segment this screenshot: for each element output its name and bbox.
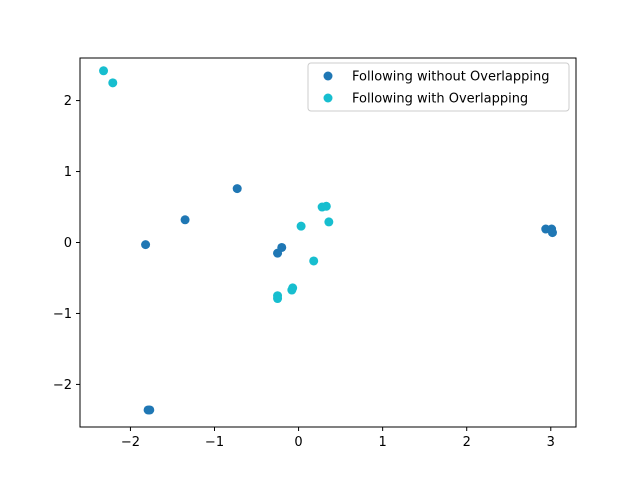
data-point-2-2 [108, 78, 118, 88]
x-axis: −2 −1 0 1 2 3 [121, 427, 555, 450]
x-tick-label-4: 1 [379, 435, 387, 450]
y-tick-label-3: 0 [64, 236, 72, 251]
y-tick-label-2: −1 [53, 307, 72, 322]
data-points [99, 66, 557, 415]
data-point-1-5 [277, 242, 287, 252]
x-tick-label-2: −1 [205, 435, 224, 450]
data-point-1-7 [145, 405, 155, 415]
legend-box [307, 62, 570, 112]
data-point-2-1 [99, 66, 109, 76]
y-tick-label-4: 1 [64, 165, 72, 180]
legend-marker-2 [323, 93, 333, 103]
y-axis: −2 −1 0 1 2 [53, 94, 80, 393]
data-point-2-6 [324, 217, 334, 227]
data-point-2-3 [296, 221, 306, 231]
data-point-1-2 [180, 215, 190, 225]
data-point-2-7 [309, 256, 319, 266]
legend: Following without Overlapping Following w… [307, 62, 570, 112]
x-tick-label-6: 3 [547, 435, 555, 450]
data-point-2-11 [273, 294, 283, 304]
x-tick-label-5: 2 [463, 435, 471, 450]
data-point-1-10 [547, 228, 557, 238]
legend-label-1: Following without Overlapping [352, 70, 549, 85]
data-point-2-9 [287, 285, 297, 295]
y-tick-label-5: 2 [64, 94, 72, 109]
y-tick-label-1: −2 [53, 378, 72, 393]
x-tick-label-3: 0 [294, 435, 302, 450]
data-point-1-1 [141, 240, 151, 250]
data-point-2-5 [321, 201, 331, 211]
x-tick-label-1: −2 [121, 435, 140, 450]
data-point-1-3 [232, 184, 242, 194]
legend-marker-1 [323, 71, 333, 81]
legend-label-2: Following with Overlapping [352, 92, 528, 107]
